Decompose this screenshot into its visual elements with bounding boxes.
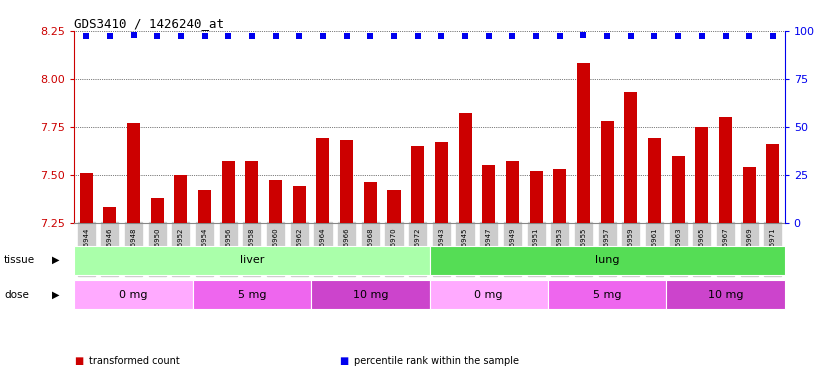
Bar (482, 165, 496, 223)
Text: transformed count: transformed count (89, 356, 180, 366)
Bar (458, 113, 472, 223)
Text: liver: liver (240, 255, 264, 265)
Bar (79, 173, 93, 223)
Bar (430, 246, 785, 275)
Text: 10 mg: 10 mg (353, 290, 388, 300)
Bar (695, 127, 709, 223)
Bar (411, 146, 425, 223)
Bar (269, 180, 282, 223)
Text: 5 mg: 5 mg (238, 290, 266, 300)
Text: 10 mg: 10 mg (708, 290, 743, 300)
Text: 0 mg: 0 mg (119, 290, 148, 300)
Bar (292, 186, 306, 223)
Bar (363, 182, 377, 223)
Bar (506, 161, 519, 223)
Bar (719, 117, 732, 223)
Text: GDS3410 / 1426240_at: GDS3410 / 1426240_at (74, 17, 225, 30)
Text: ■: ■ (74, 356, 83, 366)
Bar (601, 121, 614, 223)
Text: ■: ■ (339, 356, 348, 366)
Bar (150, 198, 164, 223)
Text: 5 mg: 5 mg (593, 290, 621, 300)
Text: lung: lung (595, 255, 620, 265)
Text: dose: dose (4, 290, 29, 300)
Bar (74, 246, 430, 275)
Bar (553, 169, 567, 223)
Bar (624, 92, 638, 223)
Bar (648, 138, 661, 223)
Bar (103, 207, 116, 223)
Text: 0 mg: 0 mg (474, 290, 503, 300)
Text: tissue: tissue (4, 255, 36, 265)
Bar (743, 167, 756, 223)
Bar (434, 142, 448, 223)
Bar (548, 280, 667, 309)
Bar (245, 161, 259, 223)
Bar (340, 140, 354, 223)
Bar (667, 280, 785, 309)
Bar (430, 280, 548, 309)
Text: percentile rank within the sample: percentile rank within the sample (354, 356, 519, 366)
Bar (316, 138, 330, 223)
Bar (767, 144, 780, 223)
Bar (198, 190, 211, 223)
Bar (192, 280, 311, 309)
Bar (74, 280, 192, 309)
Bar (387, 190, 401, 223)
Bar (127, 123, 140, 223)
Bar (311, 280, 430, 309)
Bar (174, 175, 188, 223)
Bar (221, 161, 235, 223)
Text: ▶: ▶ (52, 290, 59, 300)
Text: ▶: ▶ (52, 255, 59, 265)
Bar (672, 156, 685, 223)
Bar (529, 171, 543, 223)
Bar (577, 63, 590, 223)
